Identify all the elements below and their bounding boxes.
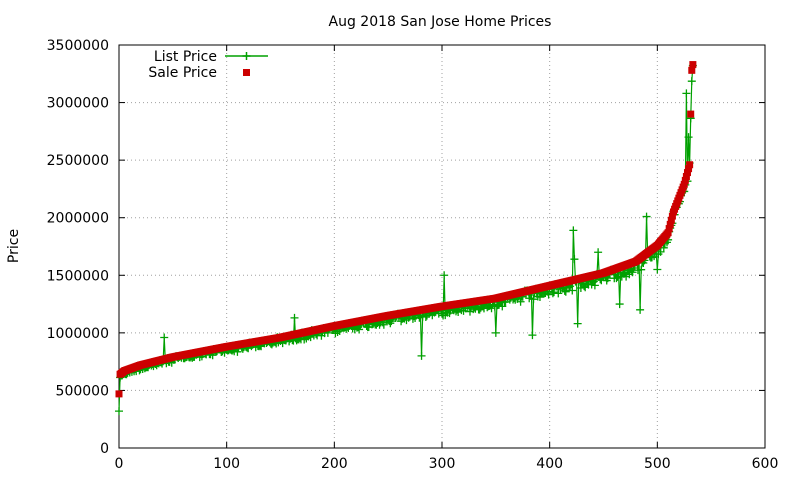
y-tick-labels: 0 500000 1000000 1500000 2000000 2500000 30000… (47, 38, 109, 457)
sale-price-point (115, 390, 123, 398)
list-price-point (529, 295, 538, 304)
legend-list-price-label: List Price (154, 49, 217, 65)
y-tick-label: 500000 (56, 383, 109, 399)
sale-price-point (667, 216, 675, 224)
list-price-point (687, 77, 696, 86)
list-price-point (379, 320, 388, 329)
x-tick-label: 400 (536, 456, 563, 472)
sale-price-point (668, 212, 676, 220)
plot-frame (118, 44, 766, 449)
list-price-point (544, 290, 553, 299)
list-price-point (528, 331, 537, 340)
list-price-point (491, 328, 500, 337)
y-tick-label: 2000000 (47, 211, 109, 227)
list-price-point (570, 255, 579, 264)
list-price-point (659, 243, 668, 252)
sale-price-point (687, 110, 695, 118)
list-price-point (628, 268, 637, 277)
list-price-point (684, 133, 693, 142)
x-tick-label: 0 (115, 456, 124, 472)
list-price-point (615, 300, 624, 309)
y-tick-label: 0 (100, 441, 109, 457)
list-price-point (636, 305, 645, 314)
list-price-point (475, 305, 484, 314)
x-tick-label: 500 (644, 456, 671, 472)
legend-sale-price-label: Sale Price (148, 65, 217, 81)
list-price-point (653, 265, 662, 274)
y-tick-label: 3500000 (47, 38, 109, 54)
list-price-point (656, 247, 665, 256)
sale-price-point (688, 66, 696, 74)
sale-price-point (680, 180, 688, 188)
sale-price-point (682, 172, 690, 180)
list-price-point (554, 289, 563, 298)
list-price-point (568, 286, 577, 295)
list-price-point (561, 287, 570, 296)
x-tick-label: 100 (213, 456, 240, 472)
list-price-point (417, 351, 426, 360)
sale-price-point (686, 161, 694, 169)
list-price-point (573, 319, 582, 328)
sale-price-series (115, 61, 697, 398)
x-tick-label: 200 (321, 456, 348, 472)
sale-price-point (681, 176, 689, 184)
sale-price-point (664, 229, 672, 237)
y-tick-label: 1500000 (47, 268, 109, 284)
axes (118, 44, 766, 449)
list-price-point (516, 297, 525, 306)
list-price-series (115, 61, 697, 416)
y-tick-label: 2500000 (47, 153, 109, 169)
x-tick-label: 300 (429, 456, 456, 472)
list-price-point (355, 325, 364, 334)
list-price-point (233, 347, 242, 356)
y-tick-label: 3000000 (47, 96, 109, 112)
list-price-point (440, 271, 449, 280)
list-price-point (115, 407, 123, 416)
list-price-point (637, 265, 646, 274)
sale-price-point (666, 220, 674, 228)
sale-price-point (683, 169, 691, 177)
x-tick-labels: 0 100 200 300 400 500 600 (115, 456, 779, 472)
sale-price-point (689, 61, 697, 69)
legend-sale-price-marker (243, 69, 250, 76)
list-price-point (290, 313, 299, 322)
list-price-point (498, 302, 507, 311)
sale-price-point (665, 225, 673, 233)
grid (119, 45, 765, 448)
list-price-point (549, 288, 558, 297)
list-price-point (594, 248, 603, 257)
list-price-point (525, 294, 534, 303)
y-tick-label: 1000000 (47, 326, 109, 342)
list-price-line (118, 65, 694, 412)
legend-list-price-marker (242, 52, 251, 60)
list-price-point (612, 274, 621, 283)
x-tick-label: 600 (752, 456, 779, 472)
y-axis-label: Price (6, 229, 22, 263)
list-price-point (642, 212, 651, 221)
list-price-point (682, 89, 691, 98)
legend: List Price Sale Price (148, 49, 268, 81)
list-price-point (590, 281, 599, 290)
list-price-point (160, 333, 169, 342)
sale-price-point (685, 165, 693, 173)
chart-title: Aug 2018 San Jose Home Prices (329, 14, 552, 30)
list-price-point (569, 226, 578, 235)
